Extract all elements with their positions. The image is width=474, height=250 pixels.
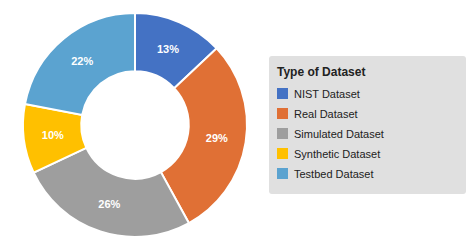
legend-item: Synthetic Dataset [277,148,380,160]
legend-label: Synthetic Dataset [294,148,380,160]
donut: 13% 29% 26% 10% 22% [23,13,247,237]
legend-swatch [277,148,288,159]
legend-item: Real Dataset [277,108,358,120]
legend: Type of Dataset NIST Dataset Real Dataset S… [269,56,466,194]
data-label: 22% [71,55,93,67]
legend-item: Simulated Dataset [277,128,384,140]
data-label: 10% [42,129,64,141]
data-label: 26% [98,198,120,210]
legend-label: Testbed Dataset [294,168,374,180]
legend-label: Simulated Dataset [294,128,384,140]
legend-title: Type of Dataset [277,65,365,79]
chart: 13% 29% 26% 10% 22% Type of Dataset NIST Datas… [0,0,474,250]
legend-swatch [277,108,288,119]
data-label: 29% [206,132,228,144]
legend-item: Testbed Dataset [277,168,374,180]
legend-item: NIST Dataset [277,88,360,100]
legend-swatch [277,128,288,139]
slice [25,13,135,115]
legend-swatch [277,88,288,99]
data-label: 13% [157,43,179,55]
legend-label: Real Dataset [294,108,358,120]
legend-label: NIST Dataset [294,88,360,100]
legend-swatch [277,168,288,179]
legend-background [269,56,466,194]
